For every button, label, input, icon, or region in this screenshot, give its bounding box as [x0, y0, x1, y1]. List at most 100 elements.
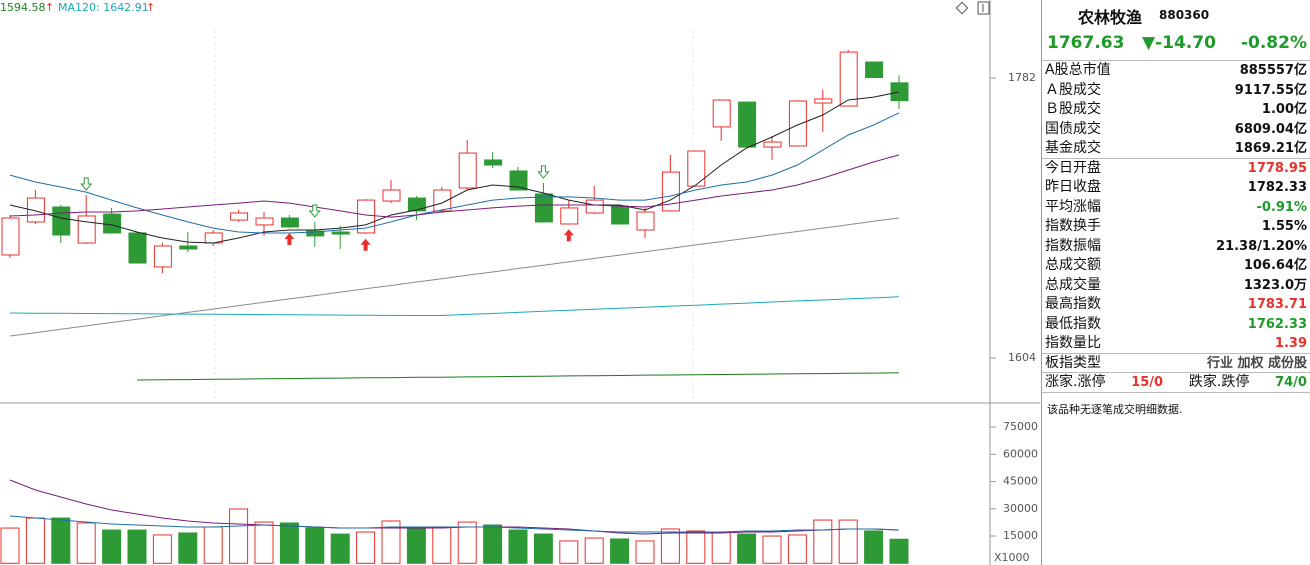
- legend-label: 1594.58: [0, 1, 46, 14]
- volume-bar: [635, 540, 655, 564]
- stats: A股总市值 885557亿 Ａ股成交 9117.55亿 Ｂ股成交 1.00亿 国债成交 680…: [1042, 61, 1310, 373]
- volume-bar: [330, 533, 350, 564]
- ma-line: [9, 217, 900, 337]
- volume-bar: [864, 530, 884, 564]
- volume-bar: [762, 535, 782, 564]
- volume-bar: [737, 533, 757, 564]
- price-row: 1767.63 ▼-14.70 -0.82%: [1042, 30, 1310, 61]
- label: Ｂ股成交: [1045, 101, 1101, 117]
- candle-body: [560, 207, 579, 225]
- volume-bar: [686, 530, 706, 564]
- volume-bar: [432, 526, 452, 564]
- sell-signal: [308, 204, 321, 218]
- y-tick-label: 75000: [1003, 420, 1038, 433]
- buy-signal: [360, 238, 371, 251]
- candle-body: [509, 170, 528, 191]
- label: 总成交量: [1045, 276, 1101, 293]
- volume-bar: [127, 529, 147, 564]
- ma-line: [9, 296, 900, 316]
- y-tick-label: 1604: [1008, 351, 1036, 364]
- stat-row: 指数振幅 21.38/1.20%: [1042, 237, 1310, 257]
- candle-body: [306, 230, 325, 237]
- legend-arrow: ↑: [146, 1, 155, 14]
- candle-body: [687, 150, 706, 187]
- value: 74/0: [1275, 375, 1307, 390]
- label: 板指类型: [1045, 354, 1101, 371]
- label: 平均涨幅: [1045, 198, 1101, 215]
- volume-bar: [508, 529, 528, 564]
- value: 1762.33: [1247, 316, 1307, 332]
- label: 指数换手: [1045, 218, 1101, 234]
- stat-row: 指数量比 1.39: [1042, 334, 1310, 354]
- volume-bar: [229, 508, 249, 564]
- value: 885557亿: [1239, 63, 1307, 78]
- candle-body: [738, 101, 757, 148]
- volume-bar: [457, 521, 477, 564]
- stat-row: 国债成交 6809.04亿: [1042, 120, 1310, 140]
- stat-row: A股总市值 885557亿: [1042, 61, 1310, 81]
- candle-body: [763, 141, 782, 148]
- candle-body: [331, 231, 350, 235]
- change: ▼-14.70: [1142, 33, 1216, 53]
- stat-row: Ｂ股成交 1.00亿: [1042, 100, 1310, 120]
- candle-body: [1, 217, 20, 256]
- stat-row: Ａ股成交 9117.55亿: [1042, 81, 1310, 101]
- volume-bar: [305, 527, 325, 564]
- candle-body: [585, 199, 604, 214]
- breadth-row: 涨家.涨停 15/0 跌家.跌停 74/0: [1042, 373, 1310, 393]
- volume-ma-line: [9, 479, 900, 535]
- icon[interactable]: [955, 1, 969, 15]
- volume-bar: [584, 537, 604, 564]
- stat-row: 最低指数 1762.33: [1042, 315, 1310, 335]
- candle-body: [712, 99, 731, 128]
- volume-bar: [76, 522, 96, 564]
- value: 6809.04亿: [1234, 121, 1307, 137]
- sell-signal: [80, 177, 93, 191]
- label: Ａ股成交: [1045, 81, 1101, 98]
- note: 该品种无逐笔成交明细数据.: [1047, 402, 1183, 416]
- candle-body: [179, 245, 198, 250]
- volume-bar: [178, 532, 198, 564]
- label: 指数振幅: [1045, 237, 1101, 254]
- volume-bar: [356, 531, 376, 564]
- volume-bar: [711, 531, 731, 564]
- label: 指数量比: [1045, 335, 1101, 351]
- value: 1778.95: [1247, 160, 1307, 176]
- volume-bar: [813, 519, 833, 564]
- icon[interactable]: [977, 1, 990, 15]
- header: 农林牧渔 880360: [1042, 0, 1310, 30]
- label: 最低指数: [1045, 315, 1101, 332]
- volume-bar: [381, 520, 401, 564]
- candles: [1, 50, 909, 274]
- stat-row: 板指类型 行业 加权 成份股: [1042, 354, 1310, 373]
- candle-body: [534, 193, 553, 223]
- volume-bar: [838, 519, 858, 564]
- volume-bar: [203, 526, 223, 564]
- volume-unit: X1000: [994, 551, 1030, 564]
- label: A股总市值: [1045, 62, 1111, 78]
- value: -0.91%: [1256, 199, 1308, 215]
- value: 1.55%: [1261, 219, 1307, 234]
- candle-body: [255, 217, 274, 226]
- candle-body: [788, 100, 807, 147]
- value: 9117.55亿: [1234, 82, 1307, 98]
- code: 880360: [1159, 8, 1210, 22]
- candle-body: [458, 152, 477, 189]
- volume-bar: [610, 538, 630, 564]
- label: 基金成交: [1045, 140, 1101, 156]
- candle-body: [52, 206, 71, 236]
- stat-row: 今日开盘 1778.95: [1042, 159, 1310, 179]
- y-tick-label: 45000: [1003, 475, 1038, 488]
- candle-body: [865, 61, 884, 78]
- value: 21.38/1.20%: [1216, 238, 1307, 254]
- buy-signal: [563, 229, 574, 242]
- candle-body: [484, 159, 503, 166]
- volume-bar: [533, 533, 553, 564]
- change-pct: -0.82%: [1240, 33, 1307, 53]
- volume-bar: [254, 521, 274, 564]
- ma-line: [9, 112, 900, 234]
- value: 1783.71: [1247, 297, 1307, 312]
- value: 1869.21亿: [1234, 141, 1307, 156]
- value: 1.39: [1274, 336, 1307, 351]
